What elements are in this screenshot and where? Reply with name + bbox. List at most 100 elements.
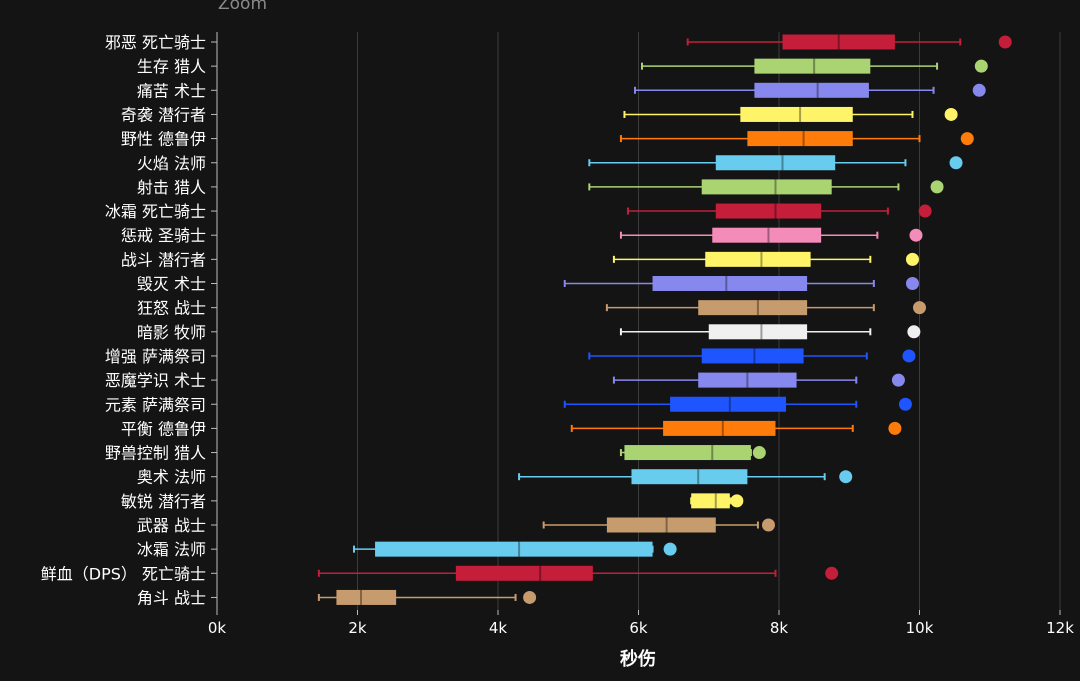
box-row: 冰霜 死亡骑士 bbox=[105, 202, 932, 221]
category-label: 武器 战士 bbox=[137, 516, 206, 535]
category-label: 恶魔学识 术士 bbox=[105, 371, 206, 390]
outlier-point bbox=[523, 590, 537, 604]
category-label: 野性 德鲁伊 bbox=[121, 130, 206, 149]
outlier-point bbox=[730, 494, 744, 508]
category-label: 元素 萨满祭司 bbox=[105, 395, 206, 414]
box-iqr bbox=[712, 227, 822, 243]
category-label: 狂怒 战士 bbox=[137, 299, 206, 318]
outlier-point bbox=[930, 180, 944, 194]
category-label: 痛苦 术士 bbox=[137, 81, 206, 100]
box-iqr bbox=[782, 34, 895, 50]
category-label: 生存 猎人 bbox=[137, 57, 206, 76]
box-iqr bbox=[705, 251, 811, 267]
outlier-point bbox=[998, 35, 1012, 49]
box-row: 邪恶 死亡骑士 bbox=[105, 33, 1012, 52]
box-iqr bbox=[754, 82, 869, 98]
category-label: 惩戒 圣骑士 bbox=[121, 226, 206, 245]
outlier-point bbox=[839, 470, 853, 484]
x-tick-label: 10k bbox=[906, 619, 934, 637]
box-iqr bbox=[606, 517, 716, 533]
box-iqr bbox=[747, 131, 853, 147]
x-axis-title: 秒伤 bbox=[620, 648, 656, 670]
box-row: 奥术 法师 bbox=[137, 468, 853, 487]
category-label: 邪恶 死亡骑士 bbox=[105, 33, 206, 52]
box-iqr bbox=[708, 324, 808, 340]
category-label: 平衡 德鲁伊 bbox=[121, 419, 206, 438]
box-iqr bbox=[698, 300, 808, 316]
box-row: 鲜血（DPS） 死亡骑士 bbox=[41, 564, 839, 583]
category-label: 冰霜 死亡骑士 bbox=[105, 202, 206, 221]
category-label: 暗影 牧师 bbox=[137, 323, 206, 342]
category-label: 冰霜 法师 bbox=[137, 540, 206, 559]
box-iqr bbox=[670, 396, 787, 412]
axes: 0k 2k 4k 6k 8k 10k 12k bbox=[208, 32, 1074, 637]
box-iqr bbox=[701, 348, 804, 364]
category-label: 增强 萨满祭司 bbox=[105, 347, 206, 366]
box-iqr bbox=[698, 372, 797, 388]
x-tick-label: 12k bbox=[1046, 619, 1074, 637]
x-tick-label: 0k bbox=[208, 619, 227, 637]
box-iqr bbox=[754, 58, 871, 74]
box-iqr bbox=[691, 493, 730, 509]
box-iqr bbox=[375, 541, 653, 557]
outlier-point bbox=[972, 83, 986, 97]
category-label: 火焰 法师 bbox=[137, 154, 206, 173]
box-row: 火焰 法师 bbox=[137, 154, 963, 173]
outlier-point bbox=[905, 252, 919, 266]
box-row: 武器 战士 bbox=[137, 516, 775, 535]
x-tick-label: 4k bbox=[489, 619, 508, 637]
box-row: 痛苦 术士 bbox=[137, 81, 986, 100]
box-row: 恶魔学识 术士 bbox=[105, 371, 905, 390]
box-row: 生存 猎人 bbox=[137, 57, 988, 76]
category-label: 毁灭 术士 bbox=[137, 275, 206, 294]
box-row: 战斗 潜行者 bbox=[121, 250, 919, 269]
box-row: 增强 萨满祭司 bbox=[105, 347, 916, 366]
zoom-label[interactable]: Zoom bbox=[218, 0, 268, 14]
box-row: 角斗 战士 bbox=[137, 588, 537, 607]
box-row: 奇袭 潜行者 bbox=[121, 105, 958, 124]
outlier-point bbox=[761, 518, 775, 532]
outlier-point bbox=[918, 204, 932, 218]
box-iqr bbox=[715, 155, 836, 171]
outlier-point bbox=[902, 349, 916, 363]
box-iqr bbox=[336, 589, 397, 605]
outlier-point bbox=[891, 373, 905, 387]
box-iqr bbox=[624, 445, 751, 461]
box-row: 平衡 德鲁伊 bbox=[121, 419, 902, 438]
outlier-point bbox=[898, 397, 912, 411]
box-iqr bbox=[652, 276, 808, 291]
box-row: 暗影 牧师 bbox=[137, 323, 921, 342]
outlier-point bbox=[663, 542, 677, 556]
outlier-point bbox=[944, 107, 958, 121]
box-row: 敏锐 潜行者 bbox=[121, 492, 744, 511]
category-label: 敏锐 潜行者 bbox=[121, 492, 206, 511]
box-row: 野性 德鲁伊 bbox=[121, 130, 974, 149]
x-tick-label: 2k bbox=[348, 619, 367, 637]
box-iqr bbox=[740, 106, 853, 122]
outlier-point bbox=[907, 325, 921, 339]
box-row: 冰霜 法师 bbox=[137, 540, 677, 559]
box-row: 毁灭 术士 bbox=[137, 275, 919, 294]
box-row: 野兽控制 猎人 bbox=[105, 444, 766, 463]
box-iqr bbox=[663, 420, 776, 436]
category-label: 奥术 法师 bbox=[137, 468, 206, 487]
box-row: 射击 猎人 bbox=[137, 178, 944, 197]
x-tick-label: 8k bbox=[770, 619, 789, 637]
category-label: 野兽控制 猎人 bbox=[105, 444, 206, 463]
category-label: 奇袭 潜行者 bbox=[121, 105, 206, 124]
grid-lines bbox=[357, 32, 1061, 610]
outlier-point bbox=[949, 156, 963, 170]
outlier-point bbox=[752, 446, 766, 460]
outlier-point bbox=[888, 421, 902, 435]
box-row: 狂怒 战士 bbox=[137, 299, 926, 318]
category-label: 战斗 潜行者 bbox=[121, 250, 206, 269]
category-label: 角斗 战士 bbox=[137, 588, 206, 607]
outlier-point bbox=[905, 277, 919, 290]
outlier-point bbox=[960, 132, 974, 146]
x-tick-label: 6k bbox=[629, 619, 648, 637]
outlier-point bbox=[825, 566, 839, 580]
box-iqr bbox=[455, 565, 593, 581]
